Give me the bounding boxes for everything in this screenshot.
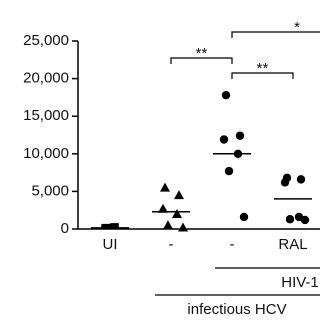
point (178, 222, 188, 232)
y-tick-label: 10,000 (23, 145, 69, 162)
x-tick-label: - (169, 236, 174, 253)
y-tick-label: 0 (61, 220, 69, 237)
point (172, 208, 182, 218)
group-label: HIV-1 (281, 274, 319, 291)
point (239, 212, 249, 222)
point (104, 224, 113, 230)
point (219, 135, 229, 144)
bracket (170, 57, 233, 64)
x-tick-label: - (230, 236, 235, 253)
point (280, 178, 290, 187)
y-tick-label: 5,000 (31, 182, 69, 199)
y-tick-label: 20,000 (23, 70, 69, 87)
point (174, 190, 184, 200)
point (221, 90, 231, 100)
point (109, 223, 118, 229)
y-tick-label: 25,000 (23, 32, 69, 49)
x-tick-label: RAL (278, 236, 307, 253)
point (158, 203, 168, 213)
point (233, 149, 243, 158)
point (300, 215, 310, 225)
y-tick-label: 15,000 (23, 107, 69, 124)
bracket (231, 31, 320, 38)
point (285, 215, 295, 224)
bracket (231, 72, 294, 79)
group-label: infectious HCV (187, 301, 286, 318)
significance: ** (196, 45, 208, 62)
point (163, 220, 173, 230)
point (235, 131, 245, 140)
point (296, 175, 306, 184)
significance: * (294, 19, 300, 36)
x-tick-label: UI (103, 236, 118, 253)
point (160, 182, 170, 192)
point (224, 166, 234, 176)
significance: ** (257, 60, 269, 77)
